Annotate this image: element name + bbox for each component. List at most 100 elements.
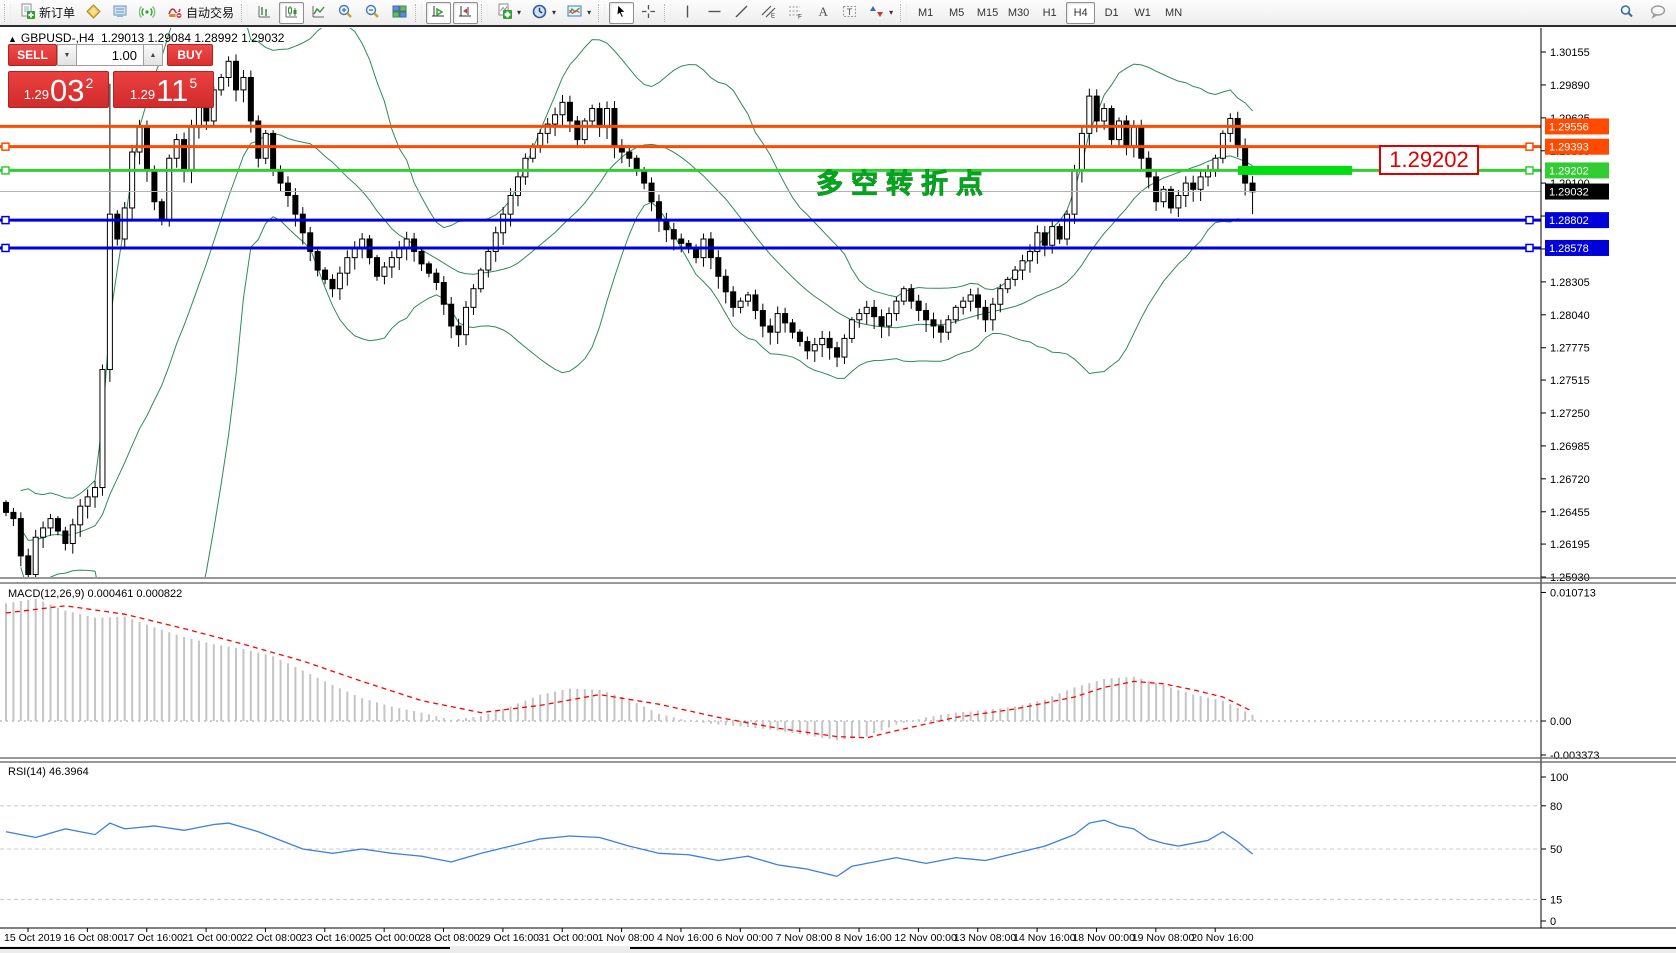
rsi-line [5,819,1253,878]
volume-input[interactable] [77,44,143,66]
auto-scroll-button[interactable] [426,1,452,24]
arrows-button[interactable]: ▾ [864,2,897,24]
volume-decrease-button[interactable]: ▼ [57,44,77,66]
templates-icon [566,3,583,23]
timeframe-m1-button[interactable]: M1 [917,6,934,19]
bar-chart-button[interactable] [252,2,277,24]
signals-button[interactable] [135,2,160,24]
chevron-down-icon[interactable]: ▾ [552,8,557,17]
horizontal-line-object[interactable] [0,243,1541,253]
timeframe-d1-button[interactable]: D1 [1104,6,1119,19]
arrows-icon [868,3,885,23]
crosshair-button[interactable] [636,2,661,24]
text-button[interactable]: A [810,2,835,24]
timeframe-w1-button[interactable]: W1 [1134,6,1151,19]
market-watch-icon [85,3,102,23]
new-order-icon [19,3,36,23]
bar-chart-icon [256,3,273,23]
volume-increase-button[interactable]: ▲ [143,44,163,66]
svg-text:0.010713: 0.010713 [1550,587,1596,599]
line-handle[interactable] [1525,142,1534,151]
chat-icon[interactable] [1649,3,1668,25]
vertical-line-button[interactable] [675,2,700,24]
chevron-down-icon[interactable]: ▾ [587,8,592,17]
svg-text:15: 15 [1550,894,1562,906]
line-handle[interactable] [1,215,10,225]
crosshair-icon [640,3,657,23]
tile-windows-button[interactable] [387,2,412,24]
svg-text:A: A [819,4,829,19]
trend-highlight-bar[interactable] [1238,165,1352,175]
trendline-button[interactable] [729,2,754,24]
svg-text:0: 0 [1550,916,1556,928]
timeframe-h4-button[interactable]: H4 [1066,1,1096,24]
line-handle[interactable] [1525,215,1534,225]
svg-text:18 Nov 00:00: 18 Nov 00:00 [1072,932,1135,944]
candlestick-chart-icon [283,3,300,23]
svg-text:50: 50 [1550,844,1562,856]
timeframe-m15-button[interactable]: M15 [976,6,999,19]
text-label-icon: T [841,3,858,23]
svg-text:E: E [771,13,775,19]
collapse-triangle-icon[interactable]: ▲ [8,34,17,44]
line-handle[interactable] [1525,166,1534,175]
autotrading-button[interactable]: 自动交易 [162,2,238,24]
axis-price-label: 1.29202 [1545,162,1609,179]
toolbar-grip [900,3,908,22]
svg-text:1 Nov 08:00: 1 Nov 08:00 [598,932,655,944]
svg-text:1.28802: 1.28802 [1549,215,1589,227]
toolbar-grip [241,3,249,22]
price-tag-label[interactable]: 1.29202 [1379,145,1479,175]
line-handle[interactable] [1,243,10,253]
equidistant-channel-icon: E [760,3,777,23]
fibonacci-button[interactable]: F [783,2,808,24]
templates-button[interactable]: ▾ [562,2,595,24]
chevron-down-icon[interactable]: ▾ [517,8,522,17]
horizontal-line-object[interactable] [0,215,1541,225]
svg-text:80: 80 [1550,801,1562,813]
timeframe-m30-button[interactable]: M30 [1007,6,1030,19]
timeframe-mn-button[interactable]: MN [1165,6,1183,19]
hscrollbar-track[interactable] [630,947,1676,949]
sell-quote-button[interactable]: 1.29 03 2 [8,71,109,108]
horizontal-line-button[interactable] [702,2,727,24]
indicators-button[interactable]: ▾ [492,2,525,24]
search-icon[interactable] [1618,3,1635,25]
buy-quote-button[interactable]: 1.29 11 5 [113,71,214,108]
sell-button[interactable]: SELL [8,44,57,66]
svg-text:12 Nov 00:00: 12 Nov 00:00 [894,932,957,944]
data-window-button[interactable] [108,2,133,24]
chart-hscrollbar[interactable] [0,946,1676,953]
hscrollbar-track[interactable] [0,947,450,949]
toolbar-group: 新订单 自动交易 [14,0,239,26]
timeframe-m5-button[interactable]: M5 [948,6,965,19]
svg-text:1.29890: 1.29890 [1550,80,1590,92]
line-chart-icon [310,3,327,23]
macd-label: MACD(12,26,9) 0.000461 0.000822 [8,588,182,600]
periods-button[interactable]: ▾ [527,2,560,24]
line-handle[interactable] [1,142,10,151]
timeframe-h1-button[interactable]: H1 [1042,6,1057,19]
svg-text:19 Nov 08:00: 19 Nov 08:00 [1132,932,1195,944]
chevron-down-icon[interactable]: ▾ [889,8,894,17]
text-label-button[interactable]: T [837,2,862,24]
market-watch-button[interactable] [81,2,106,24]
chart-shift-button[interactable] [453,1,479,24]
line-chart-button[interactable] [306,2,331,24]
buy-price-main: 11 [156,73,189,108]
annotation-text[interactable]: 多空转折点 [816,168,991,200]
zoom-in-button[interactable] [333,2,358,24]
svg-text:31 Oct 00:00: 31 Oct 00:00 [538,932,598,944]
cursor-button[interactable] [609,1,635,24]
horizontal-line-object[interactable] [0,142,1541,151]
buy-button[interactable]: BUY [167,44,213,66]
new-order-label: 新订单 [39,6,76,20]
zoom-out-button[interactable] [360,2,385,24]
candlestick-chart-button[interactable] [279,1,305,24]
line-handle[interactable] [1525,243,1534,253]
equidistant-channel-button[interactable]: E [756,2,781,24]
line-handle[interactable] [1,166,10,175]
svg-text:1.26195: 1.26195 [1550,539,1590,551]
new-order-button[interactable]: 新订单 [15,2,79,24]
